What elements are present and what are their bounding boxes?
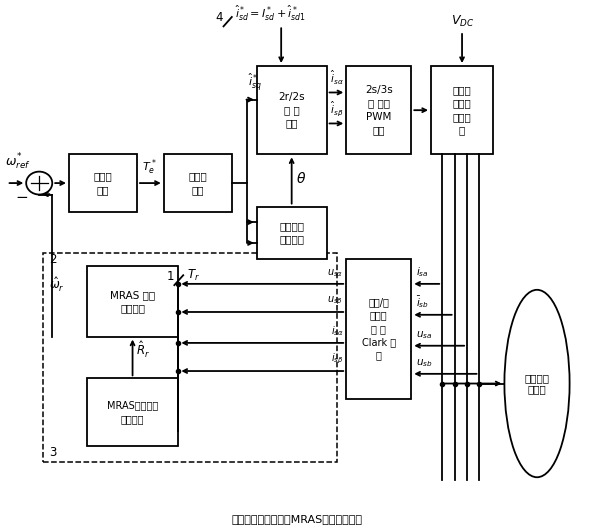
Text: $u_{sb}$: $u_{sb}$ — [416, 357, 432, 369]
Text: $u_{s\beta}$: $u_{s\beta}$ — [327, 294, 343, 307]
Text: $\bar{i}_{sb}$: $\bar{i}_{sb}$ — [416, 294, 429, 310]
Text: $\hat{i}_{s\beta}$: $\hat{i}_{s\beta}$ — [330, 100, 344, 118]
Text: $u_{s\alpha}$: $u_{s\alpha}$ — [327, 267, 343, 279]
Text: $\hat{i}_{s\alpha}$: $\hat{i}_{s\alpha}$ — [330, 69, 344, 87]
Bar — [346, 66, 412, 154]
Text: $u_{sa}$: $u_{sa}$ — [416, 329, 432, 340]
Text: 转速控
制器: 转速控 制器 — [93, 172, 112, 195]
Text: 2: 2 — [49, 253, 57, 267]
Text: 三相/两
相静止
坐 标
Clark 变
换: 三相/两 相静止 坐 标 Clark 变 换 — [362, 297, 396, 360]
Bar — [43, 253, 337, 462]
Text: 转矩控
制器: 转矩控 制器 — [188, 172, 207, 195]
Text: $i_{sa}$: $i_{sa}$ — [416, 265, 429, 279]
Text: 3: 3 — [49, 446, 56, 459]
Text: $T_r$: $T_r$ — [187, 268, 200, 282]
Bar — [69, 154, 137, 211]
Bar — [164, 154, 232, 211]
Bar — [87, 267, 178, 337]
Text: $i_{s\alpha}$: $i_{s\alpha}$ — [331, 324, 343, 338]
Bar — [431, 66, 493, 154]
Text: MRAS转子电阻
辨识模块: MRAS转子电阻 辨识模块 — [107, 401, 158, 424]
Text: 电流可
控电压
源逆变
器: 电流可 控电压 源逆变 器 — [453, 85, 472, 135]
Text: $\hat{R}_r$: $\hat{R}_r$ — [135, 340, 150, 360]
Text: 磁场位置
角度计算: 磁场位置 角度计算 — [279, 221, 304, 244]
Bar — [346, 259, 412, 399]
Text: $\hat{\omega}_r$: $\hat{\omega}_r$ — [49, 276, 65, 294]
Text: −: − — [15, 190, 28, 205]
Text: $V_{DC}$: $V_{DC}$ — [451, 14, 475, 30]
Text: 2r/2s
坐 标
变换: 2r/2s 坐 标 变换 — [279, 92, 305, 128]
Text: 交流异步
电动机: 交流异步 电动机 — [525, 373, 549, 394]
Text: $i_{s\beta}$: $i_{s\beta}$ — [331, 351, 343, 366]
Text: $\hat{i}_{sd}^* = I_{sd}^* + \hat{i}_{sd1}^*$: $\hat{i}_{sd}^* = I_{sd}^* + \hat{i}_{sd… — [235, 4, 307, 23]
Bar — [257, 207, 327, 259]
Text: 1: 1 — [167, 270, 174, 283]
Bar — [257, 66, 327, 154]
Bar — [87, 378, 178, 446]
Text: 基于转子电阻辨识的MRAS速度估计模块: 基于转子电阻辨识的MRAS速度估计模块 — [232, 514, 362, 524]
Text: $T_e^*$: $T_e^*$ — [142, 157, 156, 177]
Ellipse shape — [504, 290, 570, 477]
Text: $\hat{i}_{sq}^*$: $\hat{i}_{sq}^*$ — [248, 72, 263, 93]
Text: MRAS 速度
估计模块: MRAS 速度 估计模块 — [110, 290, 155, 313]
Text: 4: 4 — [215, 11, 223, 24]
Text: $\omega_{ref}^{*}$: $\omega_{ref}^{*}$ — [5, 152, 30, 172]
Text: 2s/3s
变 换、
PWM
控制: 2s/3s 变 换、 PWM 控制 — [365, 85, 393, 135]
Text: $\theta$: $\theta$ — [296, 171, 307, 185]
